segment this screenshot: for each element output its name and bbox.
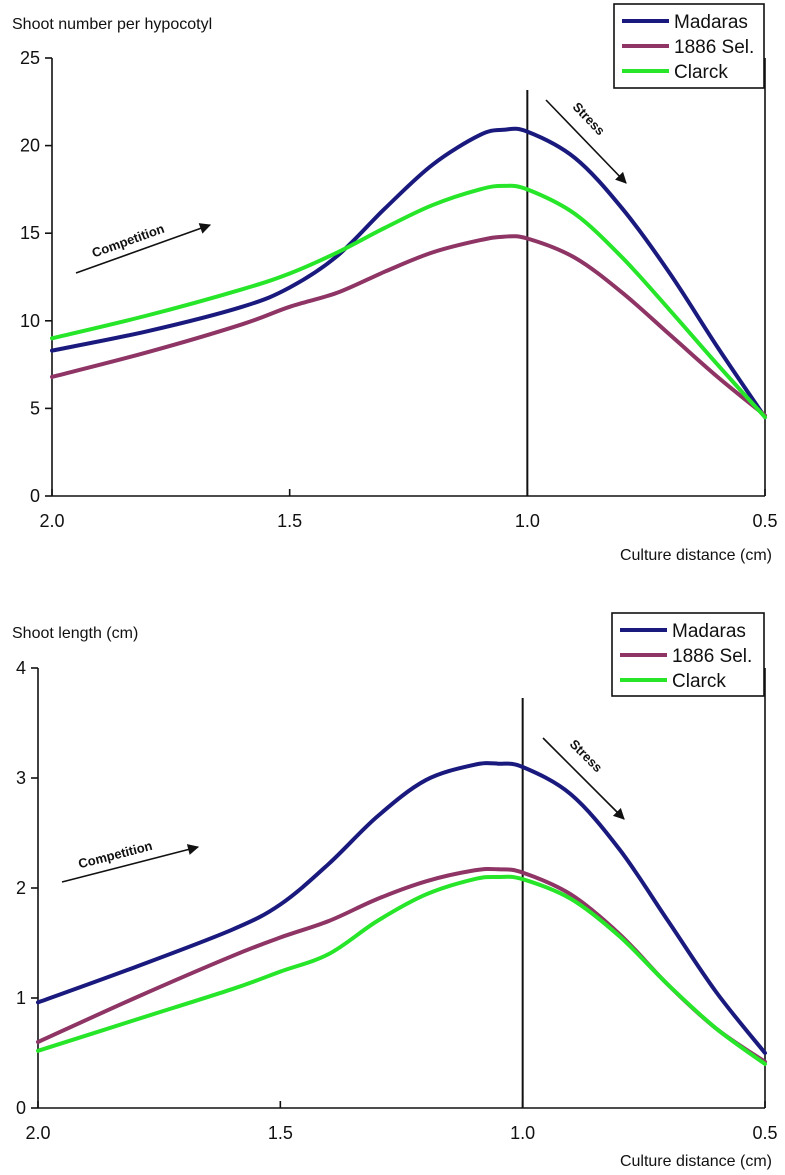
y-axis-label: Shoot number per hypocotyl (12, 16, 212, 33)
series-line-1886-sel (36, 866, 767, 1064)
shoot-length-chart: Shoot length (cm) Culture distance (cm) … (12, 612, 778, 1170)
y-tick-label: 15 (20, 223, 40, 243)
stress-label: Stress (570, 99, 608, 138)
y-tick-label: 5 (30, 398, 40, 418)
competition-arrow (75, 223, 212, 274)
x-axis-label: Culture distance (cm) (620, 547, 772, 564)
legend-label-madaras: Madaras (672, 621, 746, 642)
x-tick-label: 1.5 (268, 1123, 293, 1143)
legend-label-clarck: Clarck (672, 671, 726, 692)
y-tick-label: 10 (20, 311, 40, 331)
x-tick-label: 0.5 (752, 511, 777, 531)
y-axis-label: Shoot length (cm) (12, 625, 138, 642)
legend-label-1886-sel: 1886 Sel. (674, 37, 754, 58)
y-tick-label: 2 (16, 878, 26, 898)
series-line-clarck (50, 183, 767, 420)
stress-arrow (542, 737, 625, 820)
x-tick-label: 1.5 (277, 511, 302, 531)
x-tick-label: 2.0 (39, 511, 64, 531)
y-tick-label: 25 (20, 48, 40, 68)
chart-panel-shoot-number: Shoot number per hypocotyl Culture dista… (12, 3, 778, 564)
chart-panel-shoot-length: Shoot length (cm) Culture distance (cm) … (0, 590, 785, 1175)
y-tick-label: 1 (16, 988, 26, 1008)
legend-label-madaras: Madaras (674, 12, 748, 33)
legend-label-clarck: Clarck (674, 62, 728, 83)
x-tick-label: 1.0 (510, 1123, 535, 1143)
series-line-1886-sel (50, 234, 767, 418)
x-axis-label: Culture distance (cm) (620, 1153, 772, 1170)
stress-label: Stress (567, 736, 606, 775)
legend: Madaras 1886 Sel. Clarck (613, 3, 765, 89)
y-tick-label: 20 (20, 136, 40, 156)
stress-arrow (545, 99, 627, 184)
legend-label-1886-sel: 1886 Sel. (672, 646, 752, 667)
competition-label: Competition (77, 838, 154, 871)
competition-arrow (61, 844, 200, 883)
x-tick-label: 0.5 (752, 1123, 777, 1143)
y-tick-label: 4 (16, 658, 26, 678)
series-line-clarck (36, 874, 767, 1066)
y-tick-label: 0 (16, 1098, 26, 1118)
y-tick-label: 0 (30, 486, 40, 506)
legend: Madaras 1886 Sel. Clarck (611, 612, 765, 697)
y-tick-label: 3 (16, 768, 26, 788)
x-tick-label: 1.0 (515, 511, 540, 531)
x-tick-label: 2.0 (25, 1123, 50, 1143)
series-line-madaras (36, 761, 767, 1055)
shoot-number-chart: Shoot number per hypocotyl Culture dista… (12, 3, 778, 564)
series-line-madaras (50, 126, 767, 420)
